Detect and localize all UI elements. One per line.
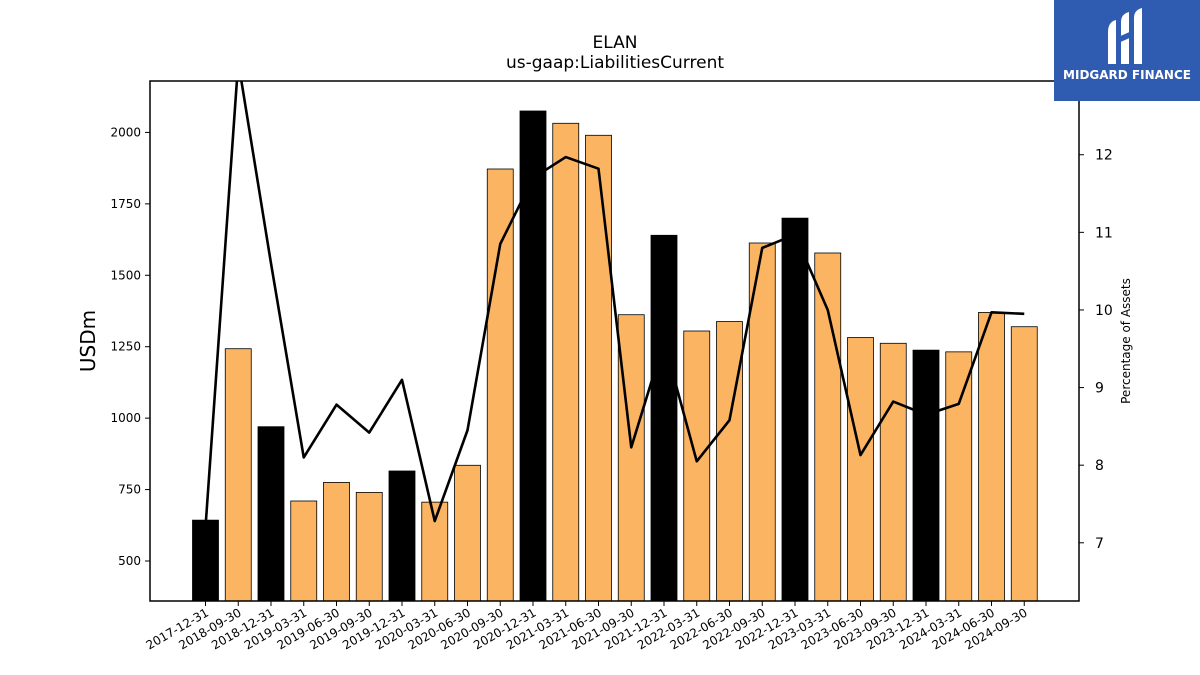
bar-2019-09-30: [355, 492, 383, 602]
bar-2018-12-31: [257, 426, 285, 602]
y-tick-label: 1250: [110, 340, 141, 354]
bar-2023-09-30: [879, 342, 907, 602]
bar-2024-06-30: [978, 312, 1005, 602]
bar-2023-03-31: [814, 252, 842, 602]
y-tick-label: 1750: [110, 197, 141, 211]
bar-2022-03-31: [683, 330, 711, 602]
bar-2022-06-30: [716, 321, 743, 602]
bar-2019-12-31: [388, 470, 416, 602]
bar-2021-06-30: [585, 134, 612, 602]
bar-2024-09-30: [1010, 326, 1038, 602]
bar-2019-06-30: [323, 482, 350, 602]
brand-logo: MIDGARD FINANCE: [1054, 0, 1200, 101]
y-tick-label: 500: [118, 554, 141, 568]
plot-frame: [149, 80, 1080, 602]
percentage-of-assets-line: [204, 81, 1025, 528]
y-tick-label: 750: [118, 483, 141, 497]
bar-2022-09-30: [748, 242, 776, 602]
bar-2021-03-31: [552, 122, 580, 602]
bar-2019-03-31: [290, 500, 318, 602]
x-axis: 2017-12-312018-09-302018-12-312019-03-31…: [144, 601, 1030, 652]
left-axis: 500 750 1000 1250 1500 1750 2000: [110, 125, 150, 568]
y2-tick-label: 7: [1095, 536, 1104, 552]
bar-2017-12-31: [192, 519, 219, 602]
y2-tick-label: 8: [1095, 458, 1104, 474]
right-axis: 7 8 9 10 11 12: [1079, 148, 1113, 552]
y2-tick-label: 9: [1095, 381, 1104, 397]
bar-2021-12-31: [650, 234, 678, 602]
midgard-logo-icon: [1108, 8, 1142, 64]
y-tick-label: 2000: [110, 125, 141, 139]
y-tick-label: 1500: [110, 268, 141, 282]
bar-2020-12-31: [519, 110, 547, 602]
bar-2020-09-30: [486, 168, 514, 602]
line-group: [204, 81, 1025, 528]
brand-logo-text: MIDGARD FINANCE: [1063, 68, 1191, 82]
y-tick-label: 1000: [110, 411, 141, 425]
bar-2021-09-30: [617, 314, 645, 602]
chart-subtitle: us-gaap:LiabilitiesCurrent: [506, 53, 724, 73]
bar-2024-03-31: [945, 351, 973, 602]
bar-2023-06-30: [847, 337, 874, 602]
bar-2018-09-30: [224, 348, 252, 602]
y2-tick-label: 10: [1095, 303, 1113, 319]
y-axis-label: USDm: [76, 310, 100, 372]
y2-tick-label: 11: [1095, 225, 1113, 241]
y2-tick-label: 12: [1095, 148, 1113, 164]
bars-group: [192, 110, 1038, 602]
bar-2020-06-30: [454, 464, 481, 602]
bar-2022-12-31: [781, 217, 809, 602]
y2-axis-label: Percentage of Assets: [1119, 278, 1133, 404]
chart-title: ELAN: [593, 33, 638, 53]
bar-2023-12-31: [912, 349, 940, 602]
